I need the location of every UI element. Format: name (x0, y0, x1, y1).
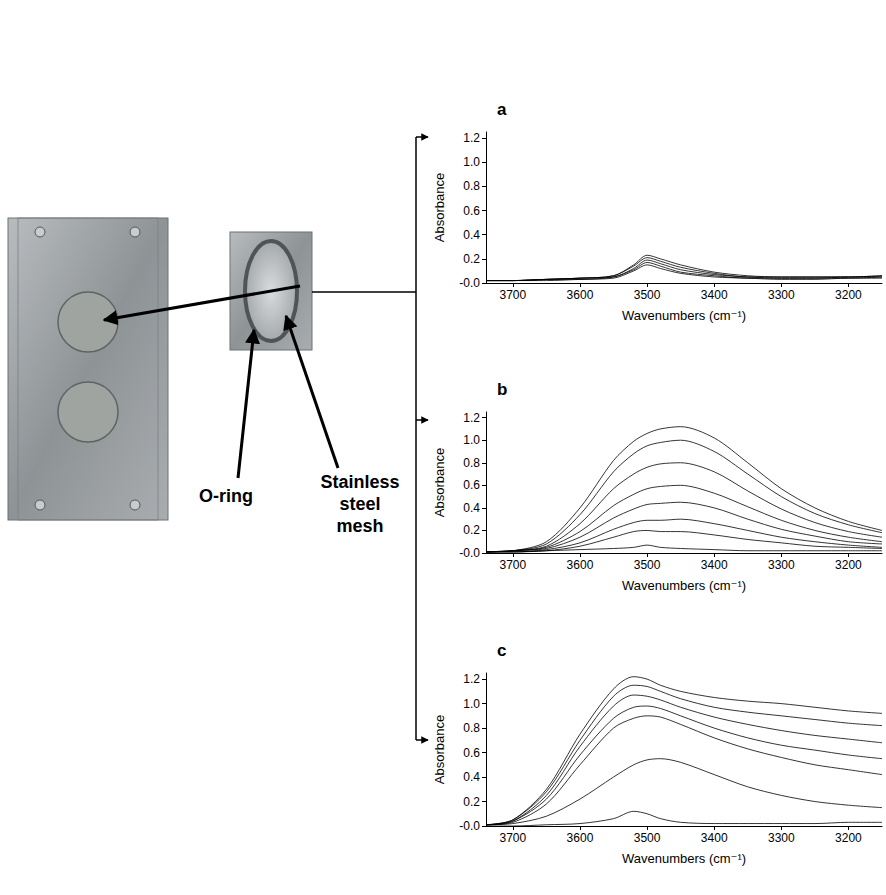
svg-text:3500: 3500 (634, 558, 661, 572)
svg-text:0.2: 0.2 (463, 252, 480, 266)
svg-text:Wavenumbers (cm⁻¹): Wavenumbers (cm⁻¹) (622, 851, 746, 866)
svg-text:0.8: 0.8 (463, 721, 480, 735)
svg-text:3400: 3400 (701, 288, 728, 302)
svg-text:3200: 3200 (835, 288, 862, 302)
svg-text:1.0: 1.0 (463, 697, 480, 711)
svg-text:0.8: 0.8 (463, 179, 480, 193)
svg-text:0.4: 0.4 (463, 501, 480, 515)
svg-text:0.4: 0.4 (463, 228, 480, 242)
svg-text:3500: 3500 (634, 288, 661, 302)
svg-text:steel: steel (339, 494, 380, 514)
svg-text:3300: 3300 (768, 288, 795, 302)
svg-text:1.2: 1.2 (463, 131, 480, 145)
svg-text:1.2: 1.2 (463, 411, 480, 425)
svg-text:-0.0: -0.0 (459, 276, 480, 290)
svg-text:3400: 3400 (701, 831, 728, 845)
svg-text:b: b (497, 380, 507, 399)
svg-text:Absorbance: Absorbance (432, 448, 447, 517)
svg-text:3700: 3700 (499, 558, 526, 572)
svg-text:Absorbance: Absorbance (432, 715, 447, 784)
svg-text:O-ring: O-ring (199, 486, 253, 506)
svg-text:-0.0: -0.0 (459, 819, 480, 833)
svg-text:-0.0: -0.0 (459, 546, 480, 560)
svg-text:0.6: 0.6 (463, 204, 480, 218)
svg-text:3400: 3400 (701, 558, 728, 572)
svg-text:1.2: 1.2 (463, 672, 480, 686)
svg-text:3200: 3200 (835, 831, 862, 845)
svg-text:Wavenumbers (cm⁻¹): Wavenumbers (cm⁻¹) (622, 578, 746, 593)
svg-text:Stainless: Stainless (320, 472, 399, 492)
svg-text:0.2: 0.2 (463, 795, 480, 809)
svg-text:Wavenumbers (cm⁻¹): Wavenumbers (cm⁻¹) (622, 308, 746, 323)
svg-text:0.4: 0.4 (463, 770, 480, 784)
svg-text:3600: 3600 (567, 558, 594, 572)
svg-text:3300: 3300 (768, 558, 795, 572)
svg-text:3200: 3200 (835, 558, 862, 572)
svg-text:0.8: 0.8 (463, 456, 480, 470)
svg-text:0.6: 0.6 (463, 478, 480, 492)
svg-text:3700: 3700 (499, 288, 526, 302)
svg-text:3700: 3700 (499, 831, 526, 845)
svg-text:3500: 3500 (634, 831, 661, 845)
svg-text:1.0: 1.0 (463, 155, 480, 169)
svg-text:a: a (497, 100, 507, 119)
svg-text:3600: 3600 (567, 288, 594, 302)
svg-text:1.0: 1.0 (463, 433, 480, 447)
svg-text:c: c (497, 641, 506, 660)
svg-text:Absorbance: Absorbance (432, 173, 447, 242)
svg-text:0.2: 0.2 (463, 523, 480, 537)
svg-text:mesh: mesh (336, 516, 383, 536)
svg-text:0.6: 0.6 (463, 746, 480, 760)
svg-text:3300: 3300 (768, 831, 795, 845)
svg-text:3600: 3600 (567, 831, 594, 845)
